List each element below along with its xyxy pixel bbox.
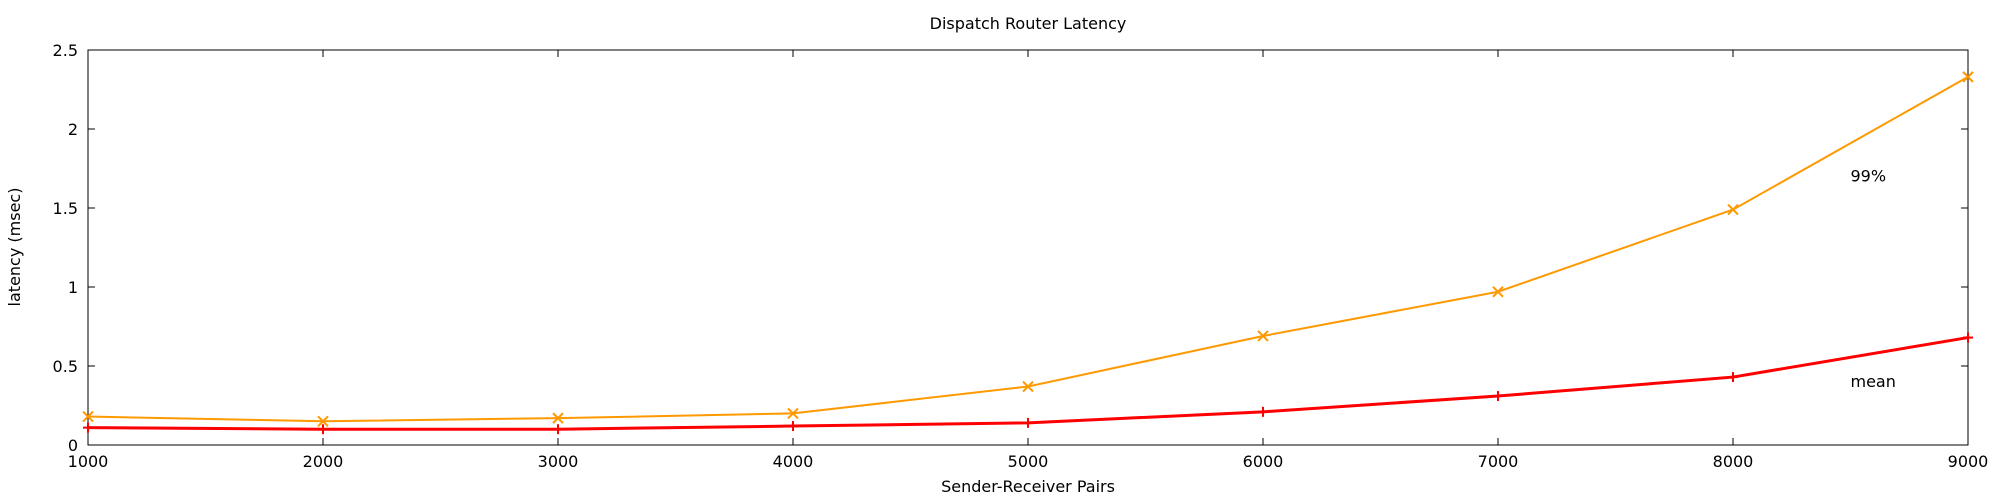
x-tick-label: 2000 [303, 452, 344, 471]
y-tick-label: 1 [68, 278, 78, 297]
series-label-p99: 99% [1851, 166, 1887, 185]
x-axis-title: Sender-Receiver Pairs [941, 477, 1115, 496]
data-point [1258, 406, 1268, 417]
chart-title: Dispatch Router Latency [930, 14, 1127, 33]
x-tick-label: 5000 [1008, 452, 1049, 471]
y-tick-label: 2 [68, 120, 78, 139]
data-point [1727, 203, 1739, 216]
series-p99 [82, 71, 1974, 428]
data-point [82, 410, 94, 423]
series-line [87, 75, 1969, 423]
x-tick-label: 6000 [1243, 452, 1284, 471]
data-point [1963, 332, 1973, 343]
data-point [553, 424, 563, 435]
y-tick-label: 0.5 [53, 357, 78, 376]
data-point [788, 421, 798, 432]
y-tick-label: 2.5 [53, 41, 78, 60]
x-tick-label: 1000 [68, 452, 109, 471]
x-tick-label: 7000 [1478, 452, 1519, 471]
x-tick-label: 4000 [773, 452, 814, 471]
data-point [1257, 330, 1269, 342]
x-tick-label: 8000 [1713, 452, 1754, 471]
y-tick-label: 1.5 [53, 199, 78, 218]
y-axis-title: latency (msec) [5, 188, 24, 307]
data-point [787, 407, 799, 420]
data-point [1022, 380, 1034, 393]
data-point [1023, 417, 1033, 428]
y-axis: 0 0.5 1 1.5 2 2.5 [53, 41, 1968, 455]
data-point [317, 415, 329, 428]
series-label-mean: mean [1851, 372, 1896, 391]
series-mean [83, 332, 1973, 435]
data-point [1493, 391, 1503, 402]
data-point [318, 424, 328, 435]
data-point [83, 422, 93, 433]
y-tick-label: 0 [68, 436, 78, 455]
x-tick-label: 9000 [1948, 452, 1989, 471]
x-tick-label: 3000 [538, 452, 579, 471]
data-point [552, 412, 564, 424]
x-axis: 1000 2000 3000 4000 5000 6000 7000 8000 9000 [68, 50, 1989, 471]
series-layer [82, 71, 1974, 435]
data-point [1962, 71, 1974, 83]
annotation-layer: 99% mean [1851, 166, 1896, 390]
data-point [1728, 372, 1738, 383]
series-line [87, 336, 1969, 431]
data-point [1492, 286, 1504, 298]
